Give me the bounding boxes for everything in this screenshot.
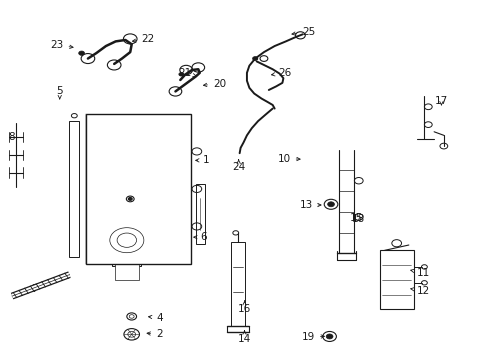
Text: 2: 2: [147, 329, 163, 339]
Text: 3: 3: [105, 195, 121, 204]
Text: 11: 11: [410, 268, 429, 278]
Bar: [115, 264, 139, 280]
Circle shape: [252, 57, 257, 60]
Text: 5: 5: [56, 86, 63, 99]
Text: 13: 13: [299, 200, 320, 210]
Bar: [196, 184, 204, 244]
Text: 22: 22: [132, 34, 154, 44]
Text: 18: 18: [351, 214, 365, 224]
Text: 21: 21: [178, 68, 196, 78]
Text: 1: 1: [195, 156, 209, 165]
Text: 16: 16: [237, 301, 251, 314]
Text: 23: 23: [50, 40, 73, 50]
Circle shape: [128, 198, 132, 201]
Text: 17: 17: [434, 96, 447, 107]
Circle shape: [179, 72, 183, 76]
Circle shape: [79, 51, 84, 55]
Text: 7: 7: [31, 284, 44, 294]
Circle shape: [327, 202, 334, 207]
Text: 4: 4: [148, 312, 163, 323]
Text: 6: 6: [193, 232, 207, 242]
Text: 19: 19: [301, 332, 324, 342]
Text: 8: 8: [8, 132, 15, 142]
Text: 24: 24: [232, 160, 245, 172]
Bar: [230, 242, 245, 326]
Text: 14: 14: [237, 331, 251, 344]
Text: 26: 26: [271, 68, 291, 78]
Bar: [86, 114, 191, 264]
Text: 10: 10: [277, 154, 300, 163]
Text: 25: 25: [291, 27, 314, 37]
Bar: [112, 219, 141, 266]
Text: 15: 15: [349, 212, 362, 222]
Text: 20: 20: [203, 78, 225, 89]
Circle shape: [325, 334, 332, 339]
Bar: [379, 250, 413, 309]
Text: 9: 9: [97, 241, 113, 251]
Bar: [69, 121, 79, 257]
Text: 12: 12: [410, 286, 429, 296]
